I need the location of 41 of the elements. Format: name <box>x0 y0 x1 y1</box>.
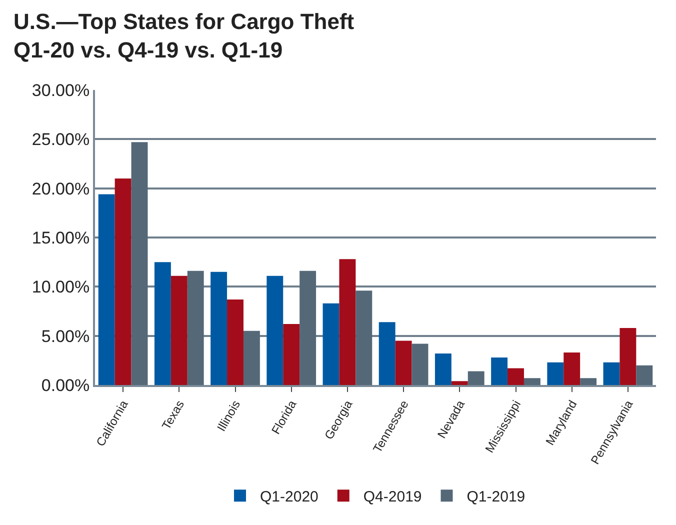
bar <box>636 365 653 385</box>
bar <box>451 381 468 385</box>
bar <box>170 276 188 385</box>
y-tick-label: 0.00% <box>41 376 90 395</box>
y-tick-label: 15.00% <box>32 228 90 248</box>
y-tick-label: 25.00% <box>32 130 90 150</box>
bar <box>580 378 597 385</box>
bar <box>98 194 115 385</box>
bar <box>620 328 636 385</box>
bar <box>547 362 564 385</box>
bar <box>524 378 540 385</box>
bar <box>114 178 132 385</box>
bar <box>283 324 300 385</box>
bar <box>210 272 228 385</box>
legend-label: Q4-2019 <box>363 488 422 506</box>
bar <box>266 276 284 385</box>
bar <box>356 290 372 385</box>
bar <box>322 303 340 385</box>
bar <box>468 371 484 385</box>
y-tick-label: 5.00% <box>41 326 90 346</box>
chart-title: U.S.—Top States for Cargo Theft Q1-20 vs. Q4-19 vs. Q1-19 <box>14 8 355 62</box>
bar <box>491 357 508 385</box>
bar <box>131 142 148 385</box>
bar <box>603 362 620 385</box>
bar <box>395 340 412 385</box>
bar <box>300 270 316 385</box>
bar <box>227 299 244 385</box>
bar <box>154 262 171 385</box>
legend-label: Q1-2019 <box>466 488 526 506</box>
bar <box>434 354 452 385</box>
bar <box>378 322 396 385</box>
bar <box>412 344 428 385</box>
y-tick-label: 10.00% <box>32 278 90 297</box>
y-tick-label: 20.00% <box>32 179 90 198</box>
legend-label: Q1-2020 <box>260 488 318 506</box>
bar <box>508 368 524 385</box>
bar <box>564 352 580 385</box>
bar <box>339 259 356 385</box>
bar <box>187 270 204 385</box>
bar <box>243 330 260 385</box>
y-tick-label: 30.00% <box>32 80 90 100</box>
